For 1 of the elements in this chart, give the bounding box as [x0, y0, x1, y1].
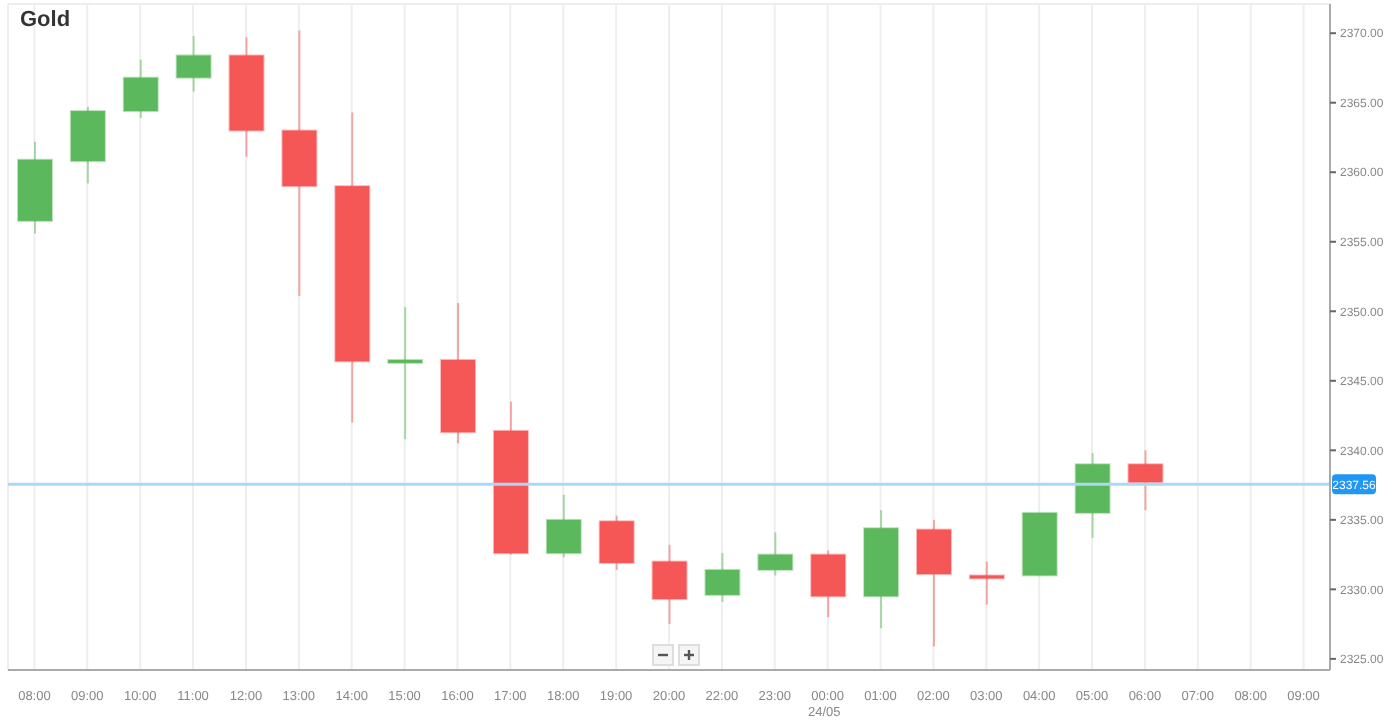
chart-title: Gold — [20, 8, 71, 32]
